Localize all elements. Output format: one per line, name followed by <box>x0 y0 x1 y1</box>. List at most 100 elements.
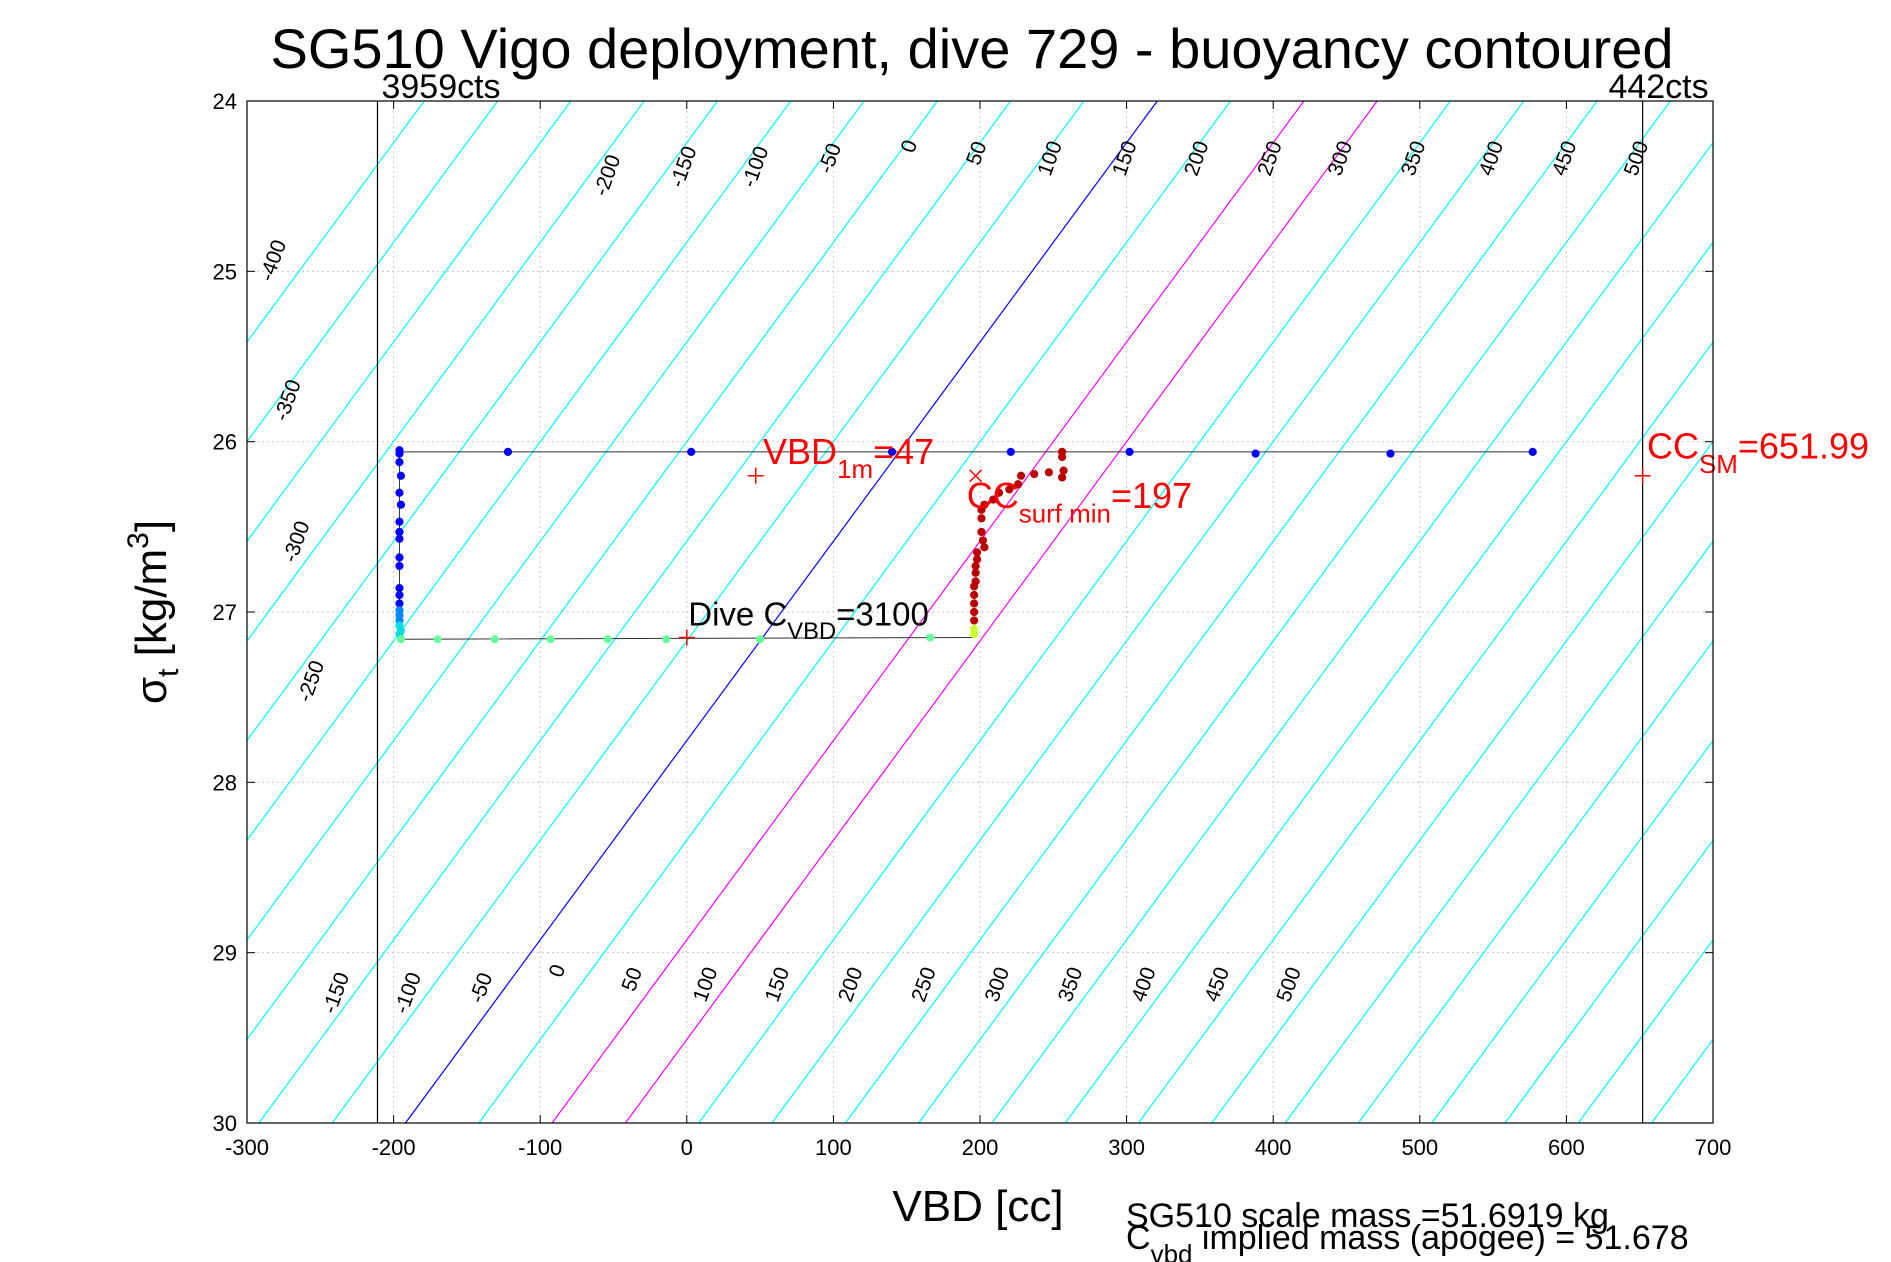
x-axis-label: VBD [cc] <box>892 1182 1063 1231</box>
annotation-sub: surf min <box>1019 500 1111 528</box>
contour-line <box>1725 101 1891 1123</box>
x-tick-label: -300 <box>225 1135 269 1160</box>
data-point <box>396 500 406 509</box>
contour-label: 150 <box>761 964 795 1005</box>
data-point <box>989 495 998 504</box>
contour-line <box>247 101 425 344</box>
x-tick-label: 200 <box>962 1135 999 1160</box>
y-tick-label: 27 <box>213 600 237 625</box>
contour-line <box>991 141 1713 1123</box>
contour-line <box>624 101 1378 1123</box>
data-point <box>756 635 765 644</box>
y-label-sup: 3 <box>122 532 155 549</box>
contour-line <box>1577 938 1713 1123</box>
data-point <box>970 590 979 600</box>
contour-label: -150 <box>666 143 702 190</box>
contour-line <box>247 101 938 1041</box>
x-tick-label: -200 <box>372 1135 416 1160</box>
data-point <box>980 543 989 552</box>
annotation-vbd1m: VBD1m=47 <box>763 431 934 484</box>
y-tick-label: 24 <box>213 89 237 114</box>
contour-label: 50 <box>962 138 992 168</box>
contour-line <box>1138 341 1713 1123</box>
data-point <box>503 447 513 456</box>
contour-line <box>1431 739 1713 1123</box>
annotation-main: Dive C <box>688 596 787 633</box>
annotation-sub: VBD <box>787 618 836 645</box>
x-tick-label: 300 <box>1108 1135 1145 1160</box>
contour-label: -50 <box>465 970 497 1006</box>
data-point <box>395 534 404 543</box>
contour-lines <box>247 101 1891 1123</box>
contour-line <box>1504 839 1713 1123</box>
x-tick-label: 700 <box>1695 1135 1732 1160</box>
x-tick-label: 100 <box>815 1135 852 1160</box>
data-point <box>972 548 982 557</box>
contour-label: -300 <box>279 518 315 565</box>
annotation-value: =197 <box>1111 475 1192 516</box>
data-point <box>977 514 986 523</box>
data-point <box>972 555 982 564</box>
data-point <box>603 635 612 644</box>
contour-label: 250 <box>1253 138 1287 179</box>
count-label: 3959cts <box>381 68 500 106</box>
contour-label: 50 <box>618 964 648 994</box>
contour-label: 300 <box>981 964 1015 1005</box>
y-axis-label: σt [kg/m3] <box>122 520 185 704</box>
contour-label: 200 <box>834 964 868 1005</box>
contour-label: -400 <box>255 237 291 284</box>
contour-label: 300 <box>1324 138 1358 179</box>
data-point <box>887 447 897 456</box>
annotation-main: CC <box>1647 426 1699 467</box>
data-point <box>395 590 404 600</box>
axis-ticks: -300 -200 -100 0 100 200 300 400 500 600 700242526… <box>213 89 1732 1160</box>
data-point <box>396 471 406 480</box>
svg-text:Cvbd implied mass (apogee) = 5: Cvbd implied mass (apogee) = 51.678 <box>1126 1219 1689 1262</box>
x-tick-label: 0 <box>681 1135 693 1160</box>
data-point <box>994 488 1004 497</box>
data-point <box>395 599 404 608</box>
markers <box>678 467 1651 646</box>
y-tick-label: 30 <box>213 1111 237 1136</box>
contour-line <box>1798 101 1891 1123</box>
data-point <box>396 635 406 644</box>
contour-label: 400 <box>1475 138 1509 179</box>
contour-label: -100 <box>737 143 773 190</box>
data-point <box>1014 480 1023 489</box>
data-points <box>395 446 1537 644</box>
y-label-sub: t <box>152 668 185 677</box>
annotation-ccsm: CCSM=651.99 <box>1647 426 1869 479</box>
y-tick-label: 25 <box>213 259 237 284</box>
data-point <box>1016 471 1026 480</box>
data-point <box>1059 466 1068 475</box>
data-point <box>1057 473 1067 482</box>
data-point <box>490 635 499 644</box>
data-point <box>970 616 979 625</box>
contour-line <box>247 101 718 742</box>
x-tick-label: 600 <box>1548 1135 1585 1160</box>
x-marker-b <box>969 469 983 483</box>
annotation-value: =651.99 <box>1738 426 1869 467</box>
contour-label: 0 <box>545 961 571 980</box>
contour-label: 100 <box>1033 138 1067 179</box>
contour-line <box>551 101 1305 1123</box>
data-point <box>1251 449 1260 458</box>
contour-line <box>247 101 572 543</box>
contour-label: 250 <box>907 964 941 1005</box>
contour-line <box>331 101 1085 1123</box>
contour-line <box>698 101 1451 1123</box>
contour-label: 350 <box>1054 964 1088 1005</box>
data-point <box>1044 468 1054 477</box>
chart-title: SG510 Vigo deployment, dive 729 - buoyan… <box>270 17 1673 80</box>
contour-line <box>771 101 1525 1123</box>
y-label-close: ] <box>127 520 176 532</box>
data-point <box>395 517 404 526</box>
data-point <box>1005 485 1014 494</box>
footer-scale-mass: SG510 scale mass =51.6919 kg <box>1126 1197 1609 1235</box>
annotation-value: =47 <box>873 431 934 472</box>
contour-line <box>247 101 645 642</box>
data-point <box>1386 449 1395 458</box>
data-point <box>395 458 404 467</box>
data-point <box>1030 469 1039 479</box>
y-label-sigma: σ <box>127 677 176 704</box>
